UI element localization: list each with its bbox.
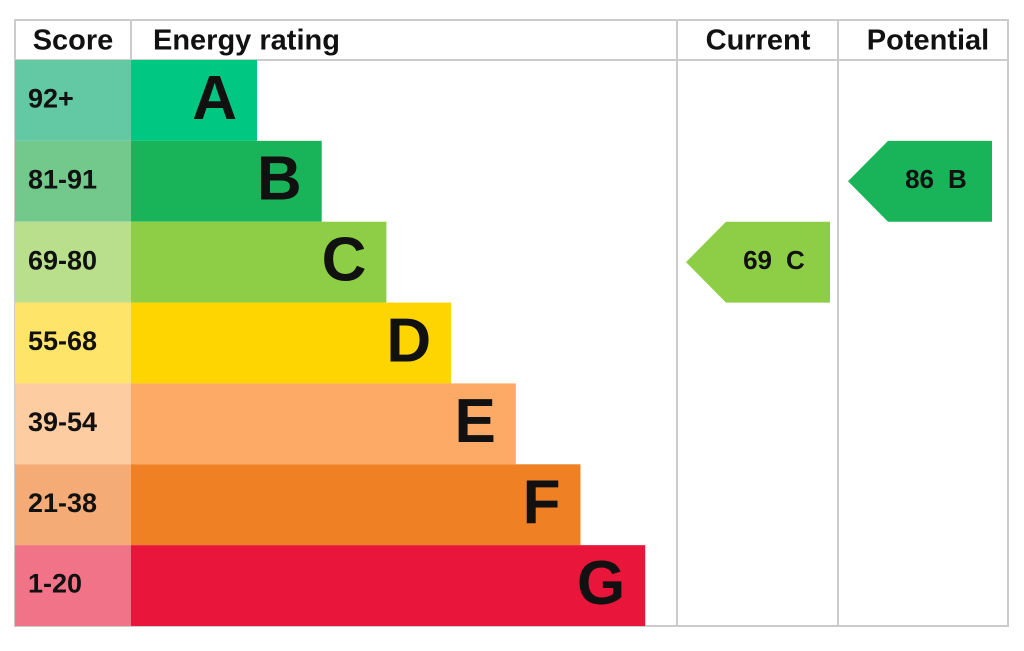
band-letter: E — [454, 387, 495, 456]
score-cell — [15, 464, 131, 546]
band-letter: C — [322, 226, 367, 295]
current-value: 69 — [743, 245, 772, 275]
current-letter: C — [786, 245, 805, 275]
score-cell — [15, 140, 131, 222]
score-cell — [15, 221, 131, 303]
band-bar — [131, 545, 646, 626]
score-cell — [15, 60, 131, 141]
band-score: 55-68 — [28, 326, 97, 356]
band-letter: A — [192, 64, 237, 133]
band-bar — [131, 383, 516, 465]
header-rating: Energy rating — [153, 25, 340, 57]
band-letter: G — [577, 549, 625, 618]
header-score: Score — [33, 25, 114, 57]
current-arrow — [686, 221, 830, 303]
band-score: 39-54 — [28, 407, 97, 437]
band-bar — [131, 60, 257, 141]
band-score: 1-20 — [28, 569, 82, 599]
potential-value: 86 — [905, 164, 934, 194]
band-score: 69-80 — [28, 245, 97, 275]
band-bar — [131, 464, 581, 546]
potential-letter: B — [948, 164, 967, 194]
score-cell — [15, 302, 131, 384]
band-letter: D — [386, 306, 431, 375]
band-bar — [131, 140, 322, 222]
header-current: Current — [706, 25, 811, 57]
potential-arrow — [848, 140, 992, 222]
header-potential: Potential — [867, 25, 989, 57]
band-bar — [131, 302, 452, 384]
band-letter: F — [523, 468, 561, 537]
band-score: 21-38 — [28, 488, 97, 518]
band-letter: B — [257, 145, 302, 214]
score-cell — [15, 545, 131, 626]
score-cell — [15, 383, 131, 465]
band-score: 92+ — [28, 84, 74, 114]
band-score: 81-91 — [28, 164, 97, 194]
band-bar — [131, 221, 387, 303]
